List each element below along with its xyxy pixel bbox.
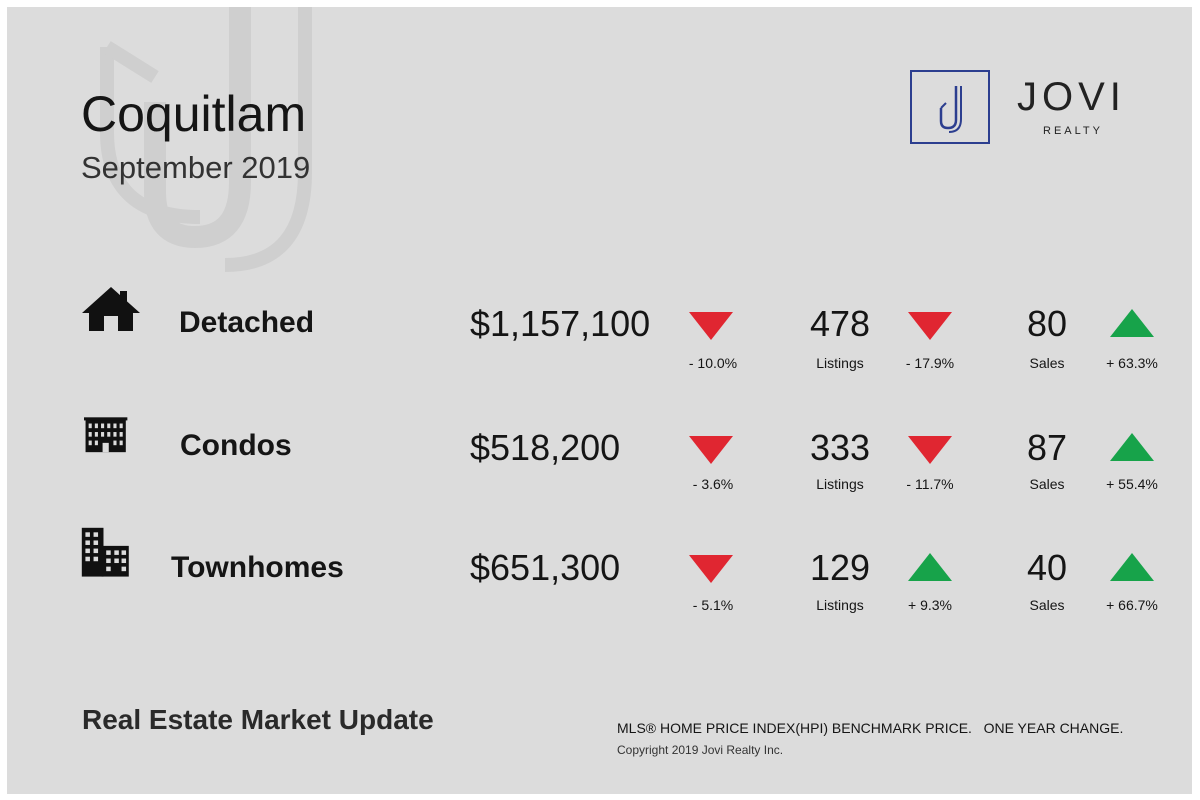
house-icon	[82, 287, 140, 331]
sales-label: Sales	[1029, 597, 1065, 613]
listings-count: 333	[809, 427, 871, 468]
sales-count: 87	[1026, 427, 1068, 468]
copyright-text: Copyright 2019 Jovi Realty Inc.	[617, 743, 784, 757]
row-title: Detached	[179, 306, 315, 339]
market-update-card: Coquitlam September 2019 JOVI REALTY Det…	[7, 7, 1192, 794]
row-title: Condos	[180, 429, 292, 462]
report-month: September 2019	[81, 150, 311, 185]
listings-change: + 9.3%	[908, 597, 952, 613]
sales-label: Sales	[1029, 476, 1065, 492]
sales-change: + 55.4%	[1106, 476, 1158, 492]
listings-label: Listings	[816, 597, 864, 613]
price-change: - 3.6%	[692, 476, 734, 492]
townhome-building-icon	[81, 527, 129, 577]
down-arrow-icon	[908, 312, 952, 340]
j-watermark-logo	[100, 7, 312, 272]
hpi-note: MLS® HOME PRICE INDEX(HPI) BENCHMARK PRI…	[617, 720, 1124, 736]
listings-change: - 17.9%	[905, 355, 955, 371]
listings-label: Listings	[816, 355, 864, 371]
sales-change: + 63.3%	[1106, 355, 1158, 371]
sales-change: + 66.7%	[1106, 597, 1158, 613]
stats-row-townhomes: Townhomes $651,300 - 5.1% 129 Listings +…	[7, 527, 1192, 630]
jovi-logo-mark	[910, 70, 990, 144]
sales-count: 80	[1026, 303, 1068, 344]
brand-name: JOVI	[1017, 75, 1126, 119]
price-change: - 5.1%	[692, 597, 734, 613]
benchmark-price: $518,200	[470, 427, 621, 468]
sales-count: 40	[1026, 547, 1068, 588]
down-arrow-icon	[689, 312, 733, 340]
footer-title: Real Estate Market Update	[82, 704, 434, 735]
price-change: - 10.0%	[688, 355, 738, 371]
down-arrow-icon	[908, 436, 952, 464]
j-logo-icon	[939, 86, 962, 133]
brand-subtitle: REALTY	[1043, 125, 1103, 137]
down-arrow-icon	[689, 555, 733, 583]
listings-count: 129	[809, 547, 871, 588]
sales-label: Sales	[1029, 355, 1065, 371]
up-arrow-icon	[1110, 553, 1154, 581]
down-arrow-icon	[689, 436, 733, 464]
stats-row-detached: Detached $1,157,100 - 10.0% 478 Listings…	[7, 285, 1192, 385]
row-title: Townhomes	[171, 551, 344, 584]
benchmark-price: $651,300	[470, 547, 621, 588]
up-arrow-icon	[908, 553, 952, 581]
stats-row-condos: Condos $518,200 - 3.6% 333 Listings - 11…	[7, 409, 1192, 509]
listings-label: Listings	[816, 476, 864, 492]
up-arrow-icon	[1110, 309, 1154, 337]
up-arrow-icon	[1110, 433, 1154, 461]
benchmark-price: $1,157,100	[470, 303, 651, 344]
condo-building-icon	[84, 417, 128, 453]
listings-change: - 11.7%	[906, 476, 954, 492]
city-title: Coquitlam	[81, 86, 307, 142]
listings-count: 478	[809, 303, 871, 344]
